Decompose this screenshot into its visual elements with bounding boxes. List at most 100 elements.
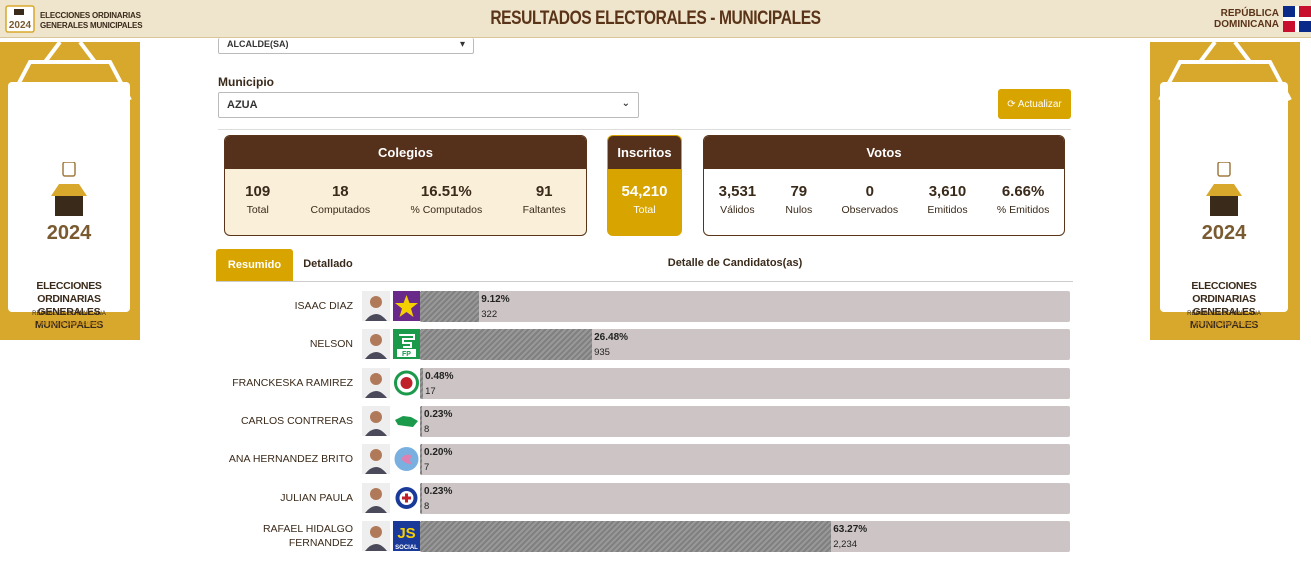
vote-bar-fill (420, 520, 832, 552)
ballot-box-icon (1206, 162, 1242, 216)
candidate-photo-icon (362, 367, 390, 398)
party-logo-map-icon (393, 405, 420, 436)
vote-bar-fill (420, 329, 593, 361)
colegios-panel: Colegios 109 Total 18 Computados 16.51%% Com… (224, 135, 587, 236)
vote-bar: 0.23% 8 (420, 482, 1070, 514)
vote-bar-fill (420, 291, 480, 322)
banner-title: ELECCIONES ORDINARIAS GENERALES MUNICIPA… (1189, 280, 1259, 331)
refresh-button[interactable]: ⟳ Actualizar (998, 89, 1071, 119)
inscritos-stat: 54,210 Total (621, 183, 668, 216)
votos-stat: 3,531 Válidos (718, 183, 757, 216)
vote-count: 8 (424, 423, 430, 435)
municipio-select[interactable]: AZUA ⌄ (218, 92, 639, 118)
vote-count: 17 (425, 385, 436, 397)
svg-text:JS: JS (397, 525, 415, 542)
candidate-row: ISAAC DIAZ 9.12% 322 (216, 288, 1073, 324)
ballot-box-outline-icon (1158, 42, 1292, 101)
country-name: REPÚBLICA DOMINICANA (1214, 8, 1279, 30)
svg-text:2024: 2024 (9, 20, 32, 31)
candidate-photo-icon (362, 520, 390, 551)
vote-bar-fill (420, 482, 422, 514)
banner-slogan: Por ti y la Democracia (37, 321, 101, 327)
party-logo-text: SOCIAL (395, 545, 418, 551)
candidate-photo-icon (362, 329, 390, 360)
candidate-row: JULIAN PAULA 0.23% 8 (216, 480, 1073, 516)
candidate-row: FRANCKESKA RAMIREZ 0.48% 17 (216, 365, 1073, 401)
banner-country: REPÚBLICA DOMINICANA (32, 311, 106, 317)
banner-year: 2024 (1201, 222, 1247, 244)
vote-count: 935 (594, 347, 610, 359)
colegios-stat: 109 Total (245, 183, 271, 216)
chevron-down-icon: ⌄ (621, 98, 630, 109)
votos-stat: 3,610 Emitidos (927, 183, 968, 216)
cargo-select[interactable]: ALCALDE(SA) ▾ (218, 38, 474, 54)
inscritos-title: Inscritos (608, 136, 681, 169)
candidate-row: RAFAEL HIDALGO FERNANDEZ JS SOCIAL 63.27% 2,… (216, 518, 1073, 554)
vote-percent: 0.23% (424, 408, 453, 420)
vote-bar: 0.48% 17 (420, 367, 1070, 399)
candidate-name: ANA HERNANDEZ BRITO (228, 453, 353, 466)
right-banner: 2024 ELECCIONES ORDINARIAS GENERALES MUN… (1150, 42, 1300, 340)
candidate-photo-icon (362, 482, 390, 513)
vote-percent: 63.27% (833, 523, 868, 535)
ballot-box-icon (51, 162, 87, 216)
candidate-photo-icon (362, 291, 390, 321)
detail-title: Detalle de Candidatos(as) (667, 257, 803, 269)
candidate-name: ISAAC DIAZ (294, 300, 353, 312)
vote-percent: 26.48% (594, 332, 629, 344)
vote-percent: 0.48% (425, 370, 454, 382)
vote-bar: 26.48% 935 (420, 329, 1070, 361)
banner-title: ELECCIONES ORDINARIAS GENERALES MUNICIPA… (34, 280, 104, 331)
banner-country: REPÚBLICA DOMINICANA (1187, 311, 1261, 317)
candidate-name: CARLOS CONTRERAS (240, 414, 353, 427)
party-logo-dove-icon (393, 444, 420, 475)
party-logo-star-icon (393, 291, 420, 321)
vote-bar: 9.12% 322 (420, 291, 1070, 322)
vote-percent: 0.23% (424, 485, 453, 497)
candidate-photo-icon (362, 405, 390, 436)
banner-card: 2024 ELECCIONES ORDINARIAS GENERALES MUN… (8, 82, 130, 331)
party-logo-prsc-icon (393, 482, 420, 513)
candidate-row: CARLOS CONTRERAS 0.23% 8 (216, 403, 1073, 439)
votos-panel: Votos 3,531 Válidos 79 Nulos 0 Observados 3,61… (703, 135, 1065, 236)
page-title: RESULTADOS ELECTORALES - MUNICIPALES (490, 8, 821, 29)
banner-slogan: Por ti y la Democracia (1192, 321, 1256, 327)
party-logo-fp-icon: FP (393, 329, 420, 360)
candidate-photo-icon (362, 444, 390, 475)
candidate-name: FRANCKESKA RAMIREZ (232, 376, 353, 389)
vote-bar-fill (420, 367, 424, 399)
top-header: 2024 ELECCIONES ORDINARIAS GENERALES MUN… (0, 0, 1311, 38)
municipio-label: Municipio (218, 75, 274, 89)
vote-bar: 63.27% 2,234 (420, 520, 1070, 552)
tab-detallado[interactable]: Detallado (303, 258, 353, 270)
vote-count: 8 (424, 500, 430, 512)
colegios-stat: 91 Faltantes (522, 183, 566, 216)
inscritos-panel: Inscritos 54,210 Total (607, 135, 682, 236)
votos-title: Votos (704, 136, 1064, 169)
party-logo-prd-icon (393, 367, 420, 398)
votos-stat: 79 Nulos (785, 183, 813, 216)
vote-bar-fill (420, 444, 422, 476)
divider (216, 281, 1073, 282)
ballot-box-outline-icon (8, 42, 132, 101)
vote-count: 7 (424, 462, 430, 474)
party-logo-js-icon: JS SOCIAL (393, 520, 420, 551)
vote-bar: 0.20% 7 (420, 444, 1070, 476)
refresh-icon: ⟳ (1007, 98, 1016, 110)
logo-text: ELECCIONES ORDINARIAS GENERALES MUNICIPA… (40, 11, 143, 30)
vote-bar: 0.23% 8 (420, 405, 1070, 437)
divider (218, 129, 1071, 130)
colegios-title: Colegios (225, 136, 586, 169)
banner-card: 2024 ELECCIONES ORDINARIAS GENERALES MUN… (1160, 82, 1288, 331)
colegios-stat: 16.51%% Computados (410, 183, 483, 216)
banner-year: 2024 (46, 222, 92, 244)
votos-stat: 6.66%% Emitidos (996, 183, 1050, 216)
dominican-flag-icon (1283, 6, 1311, 32)
vote-count: 322 (481, 309, 498, 320)
candidate-row: NELSON FP 26.48% 935 (216, 326, 1073, 362)
vote-bar-fill (420, 405, 422, 437)
svg-text:FP: FP (402, 351, 411, 358)
tab-resumido[interactable]: Resumido (216, 249, 293, 281)
candidate-name: JULIAN PAULA (280, 491, 353, 504)
votos-stat: 0 Observados (841, 183, 899, 216)
